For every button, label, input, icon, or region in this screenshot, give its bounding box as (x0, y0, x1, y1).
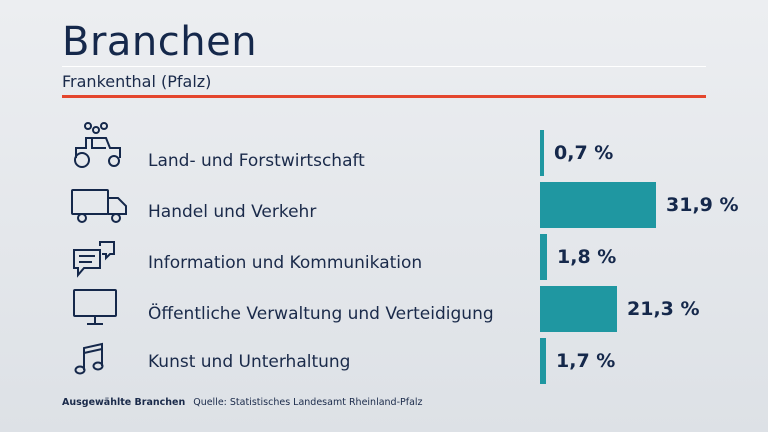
data-label: 1,7 % (556, 350, 616, 372)
bar (540, 286, 617, 332)
bar (540, 182, 656, 228)
category-label: Land- und Forstwirtschaft (148, 151, 365, 171)
data-label: 0,7 % (554, 142, 614, 164)
chat-bubbles-icon (70, 240, 122, 284)
category-label: Kunst und Unterhaltung (148, 352, 351, 372)
music-note-icon (70, 342, 110, 382)
footer-category: Ausgewählte Branchen (62, 397, 186, 408)
page-title: Branchen (62, 19, 258, 65)
data-label: 1,8 % (557, 246, 617, 268)
footer-source: Quelle: Statistisches Landesamt Rheinlan… (193, 397, 423, 408)
bar (540, 130, 544, 176)
category-label: Öffentliche Verwaltung und Verteidigung (148, 304, 494, 324)
accent-rule (62, 95, 706, 98)
title-divider (62, 66, 706, 67)
footer: Ausgewählte Branchen Quelle: Statistische… (62, 397, 423, 408)
tractor-icon (70, 120, 126, 174)
bar (540, 234, 547, 280)
category-label: Handel und Verkehr (148, 202, 317, 222)
truck-icon (70, 186, 130, 230)
page-subtitle: Frankenthal (Pfalz) (62, 72, 212, 91)
data-label: 21,3 % (627, 298, 700, 320)
monitor-icon (70, 288, 120, 332)
bar (540, 338, 546, 384)
category-label: Information und Kommunikation (148, 253, 423, 273)
data-label: 31,9 % (666, 194, 739, 216)
